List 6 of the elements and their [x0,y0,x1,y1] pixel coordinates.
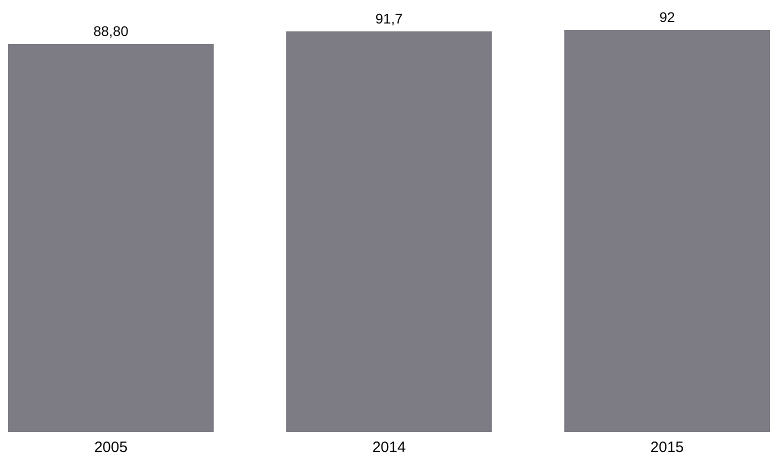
x-tick-label: 2015 [650,439,684,456]
data-label: 88,80 [93,22,129,39]
data-label: 91,7 [375,10,403,26]
x-tick-label: 2005 [94,439,128,456]
x-tick-label: 2014 [372,439,406,456]
data-label: 92 [659,9,676,25]
